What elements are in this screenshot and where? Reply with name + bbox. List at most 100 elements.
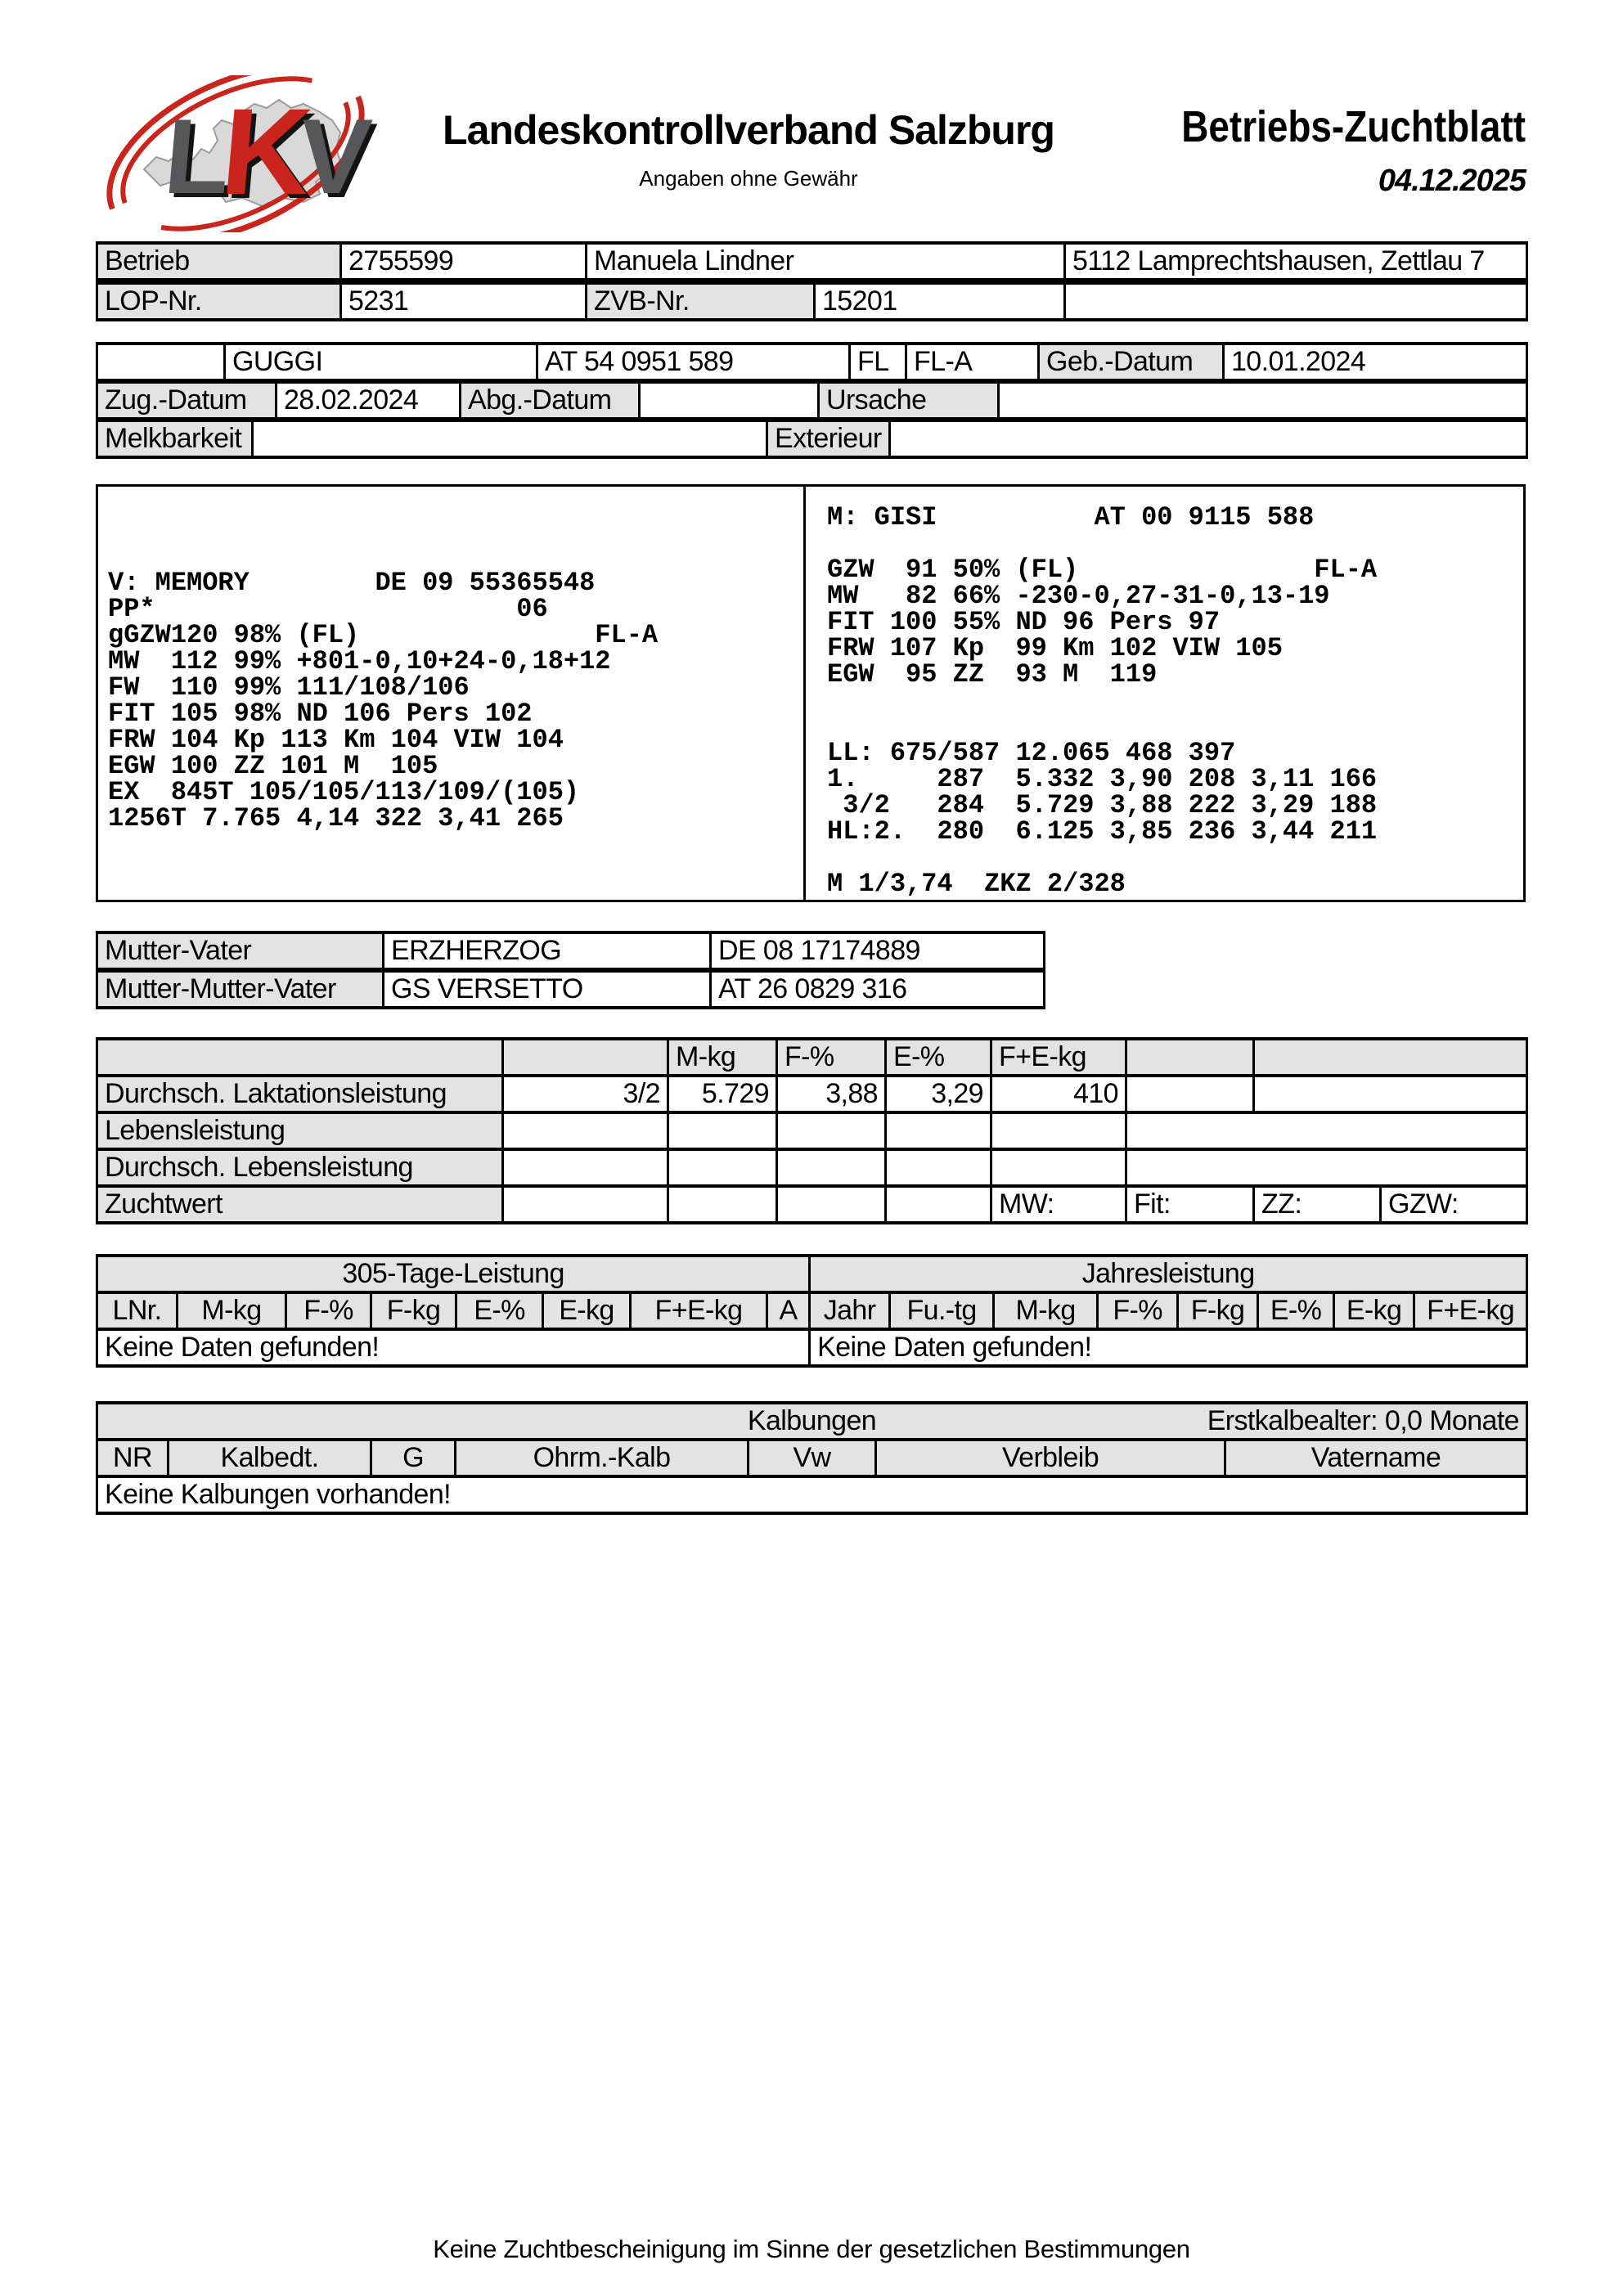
- animal-name: GUGGI: [223, 342, 538, 382]
- zuchtwert-mw-label: MW:: [990, 1184, 1127, 1224]
- t305-col-epct: E-%: [455, 1291, 544, 1331]
- geb-datum-label: Geb.-Datum: [1037, 342, 1225, 382]
- laktation-mkg: 5.729: [667, 1074, 778, 1114]
- laktation-epct: 3,29: [884, 1074, 992, 1114]
- empty-cell: [501, 1184, 669, 1224]
- sire-data-block: V: MEMORY DE 09 55365548 PP* 06 gGZW120 …: [98, 487, 806, 900]
- animal-table-row1: GUGGI AT 54 0951 589 FL FL-A Geb.-Datum …: [96, 342, 1528, 382]
- t305-col-fkg: F-kg: [370, 1291, 457, 1331]
- mutter-mutter-vater-name: GS VERSETTO: [382, 969, 712, 1009]
- empty-cell: [776, 1111, 887, 1151]
- empty-cell: [1125, 1148, 1528, 1188]
- jahr-col-epct: E-%: [1257, 1291, 1336, 1331]
- empty-cell: [884, 1148, 992, 1188]
- animal-table-row2: Zug.-Datum 28.02.2024 Abg.-Datum Ursache: [96, 380, 1528, 420]
- mutter-vater-id: DE 08 17174889: [709, 931, 1045, 971]
- empty-cell: [1252, 1074, 1528, 1114]
- laktation-fekg: 410: [990, 1074, 1127, 1114]
- t305-col-mkg: M-kg: [176, 1291, 287, 1331]
- empty-cell: [501, 1111, 669, 1151]
- empty-cell: [501, 1037, 669, 1077]
- col-header-fpct: F-%: [776, 1037, 887, 1077]
- kalbungen-table: Kalbungen Erstkalbealter: 0,0 Monate NR …: [96, 1401, 1528, 1515]
- jahr-col-ekg: E-kg: [1333, 1291, 1416, 1331]
- ancestry-table-row2: Mutter-Mutter-Vater GS VERSETTO AT 26 08…: [96, 969, 1045, 1009]
- kalb-col-ohrm-kalb: Ohrm.-Kalb: [454, 1438, 749, 1478]
- durchsch-lebensleistung-label: Durchsch. Lebensleistung: [96, 1148, 504, 1188]
- empty-cell: [1125, 1111, 1528, 1151]
- mutter-vater-label: Mutter-Vater: [96, 931, 384, 971]
- jahr-col-fekg: F+E-kg: [1413, 1291, 1529, 1331]
- empty-cell: [884, 1111, 992, 1151]
- jahr-col-fkg: F-kg: [1176, 1291, 1260, 1331]
- animal-ear-tag: AT 54 0951 589: [536, 342, 851, 382]
- jahr-col-mkg: M-kg: [992, 1291, 1099, 1331]
- zuchtwert-label: Zuchtwert: [96, 1184, 504, 1224]
- ursache-value: [997, 380, 1528, 420]
- kalb-col-vatername: Vatername: [1224, 1438, 1528, 1478]
- performance-table: M-kg F-% E-% F+E-kg Durchsch. Laktations…: [96, 1037, 1528, 1224]
- empty-cell: [776, 1148, 887, 1188]
- empty-cell: [1063, 281, 1528, 321]
- laktationsleistung-label: Durchsch. Laktationsleistung: [96, 1074, 504, 1114]
- leistung-table: 305-Tage-Leistung Jahresleistung LNr. M-…: [95, 1254, 1529, 1368]
- kalb-col-verbleib: Verbleib: [874, 1438, 1226, 1478]
- jahr-col-jahr: Jahr: [808, 1291, 892, 1331]
- col-header-fekg: F+E-kg: [990, 1037, 1127, 1077]
- t305-col-a: A: [765, 1291, 812, 1331]
- empty-cell: [884, 1184, 992, 1224]
- lkv-logo-graphic: [106, 75, 365, 232]
- austria-map-shape: [142, 98, 342, 208]
- zuchtwert-fit-label: Fit:: [1125, 1184, 1255, 1224]
- farm-address: 5112 Lamprechtshausen, Zettlau 7: [1063, 241, 1528, 281]
- col-header-mkg: M-kg: [667, 1037, 778, 1077]
- jahr-no-data-message: Keine Daten gefunden!: [808, 1328, 1529, 1368]
- lop-number: 5231: [339, 281, 587, 321]
- empty-cell: [667, 1111, 778, 1151]
- empty-cell: [1125, 1037, 1255, 1077]
- organization-title: Landeskontrollverband Salzburg: [443, 107, 1055, 153]
- betrieb-number: 2755599: [339, 241, 587, 281]
- laktation-count: 3/2: [501, 1074, 669, 1114]
- leistung-305-title: 305-Tage-Leistung: [95, 1254, 812, 1294]
- owner-name: Manuela Lindner: [585, 241, 1066, 281]
- t305-col-ekg: E-kg: [542, 1291, 632, 1331]
- document-title: Betriebs-Zuchtblatt: [1121, 101, 1526, 152]
- lop-label: LOP-Nr.: [96, 281, 342, 321]
- jahresleistung-title: Jahresleistung: [808, 1254, 1529, 1294]
- empty-cell: [667, 1148, 778, 1188]
- exterieur-value: [888, 419, 1528, 459]
- zvb-label: ZVB-Nr.: [585, 281, 816, 321]
- melkbarkeit-label: Melkbarkeit: [96, 419, 254, 459]
- zug-datum-label: Zug.-Datum: [96, 380, 277, 420]
- empty-cell: [96, 342, 226, 382]
- dam-data-block: M: GISI AT 00 9115 588 GZW 91 50% (FL) F…: [827, 502, 1378, 899]
- lebensleistung-label: Lebensleistung: [96, 1111, 504, 1151]
- logo-outer-arc: [106, 75, 365, 232]
- kalb-col-vw: Vw: [747, 1438, 877, 1478]
- farm-table-row2: LOP-Nr. 5231 ZVB-Nr. 15201: [96, 281, 1528, 321]
- geb-datum-value: 10.01.2024: [1222, 342, 1528, 382]
- lkv-logo: L K V: [95, 75, 380, 232]
- laktation-fpct: 3,88: [776, 1074, 887, 1114]
- animal-breed: FL: [848, 342, 907, 382]
- exterieur-label: Exterieur: [766, 419, 891, 459]
- betrieb-label: Betrieb: [96, 241, 342, 281]
- animal-table-row3: Melkbarkeit Exterieur: [96, 419, 1528, 459]
- zuchtwert-gzw-label: GZW:: [1379, 1184, 1528, 1224]
- kalbungen-no-data-message: Keine Kalbungen vorhanden!: [96, 1475, 1528, 1515]
- t305-no-data-message: Keine Daten gefunden!: [95, 1328, 812, 1368]
- document-date: 04.12.2025: [1378, 164, 1526, 198]
- kalbungen-title: Kalbungen: [747, 1405, 877, 1436]
- ancestry-table-row1: Mutter-Vater ERZHERZOG DE 08 17174889: [96, 931, 1045, 971]
- abg-datum-label: Abg.-Datum: [459, 380, 641, 420]
- jahr-col-fpct: F-%: [1096, 1291, 1180, 1331]
- zvb-number: 15201: [813, 281, 1066, 321]
- mutter-mutter-vater-label: Mutter-Mutter-Vater: [96, 969, 384, 1009]
- empty-cell: [776, 1184, 887, 1224]
- erstkalbealter-value: Erstkalbealter: 0,0 Monate: [1207, 1405, 1520, 1436]
- kalb-col-nr: NR: [96, 1438, 169, 1478]
- pedigree-box: V: MEMORY DE 09 55365548 PP* 06 gGZW120 …: [96, 484, 1526, 902]
- mutter-vater-name: ERZHERZOG: [382, 931, 712, 971]
